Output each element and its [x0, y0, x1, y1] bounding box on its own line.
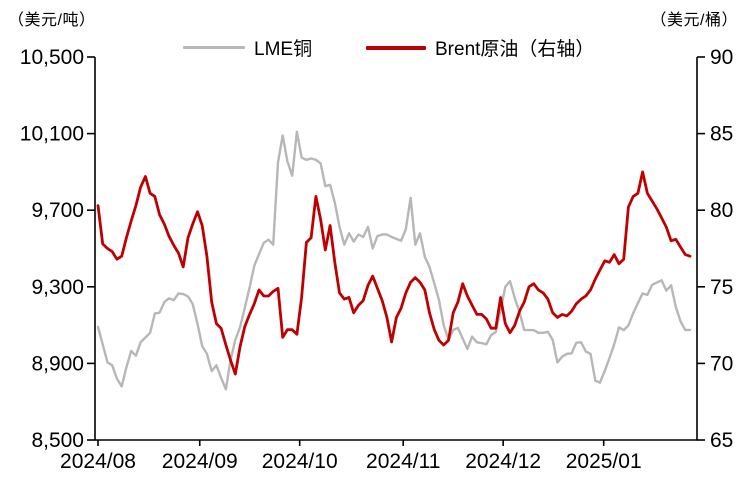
- y-left-tick-label: 8,500: [31, 429, 84, 452]
- x-axis-tick-label: 2024/10: [262, 450, 338, 473]
- x-axis-tick-label: 2024/12: [465, 450, 541, 473]
- x-axis-tick-label: 2024/08: [60, 450, 136, 473]
- x-axis-tick-label: 2024/09: [162, 450, 238, 473]
- x-axis-tick-label: 2025/01: [566, 450, 642, 473]
- lme-copper-line: [96, 130, 692, 391]
- y-right-tick-label: 65: [710, 429, 733, 452]
- brent-legend-label: Brent原油（右轴）: [435, 39, 595, 60]
- brent-crude-line: [96, 170, 692, 376]
- y-right-tick-label: 75: [710, 276, 733, 299]
- x-axis-tick-label: 2024/11: [366, 450, 440, 473]
- legend-item-brent: Brent原油（右轴）: [366, 34, 594, 61]
- legend-item-lme-copper: LME铜: [183, 34, 312, 61]
- y-left-tick-label: 9,300: [31, 276, 84, 299]
- right-axis-unit-label: （美元/桶）: [650, 12, 738, 29]
- y-left-tick-label: 9,700: [31, 199, 84, 222]
- y-left-tick-label: 8,900: [31, 352, 84, 375]
- lme-copper-legend-line: [183, 46, 245, 49]
- lme-copper-legend-label: LME铜: [254, 39, 313, 60]
- legend: LME铜 Brent原油（右轴）: [0, 34, 744, 61]
- y-left-tick-label: 10,100: [20, 123, 84, 146]
- y-right-tick-label: 70: [710, 352, 733, 375]
- y-right-tick-label: 80: [710, 199, 733, 222]
- y-right-tick-label: 90: [710, 46, 733, 69]
- y-left-tick-label: 10,500: [20, 46, 84, 69]
- left-axis-unit-label: （美元/吨）: [8, 12, 96, 29]
- brent-legend-line: [366, 45, 426, 50]
- y-right-tick-label: 85: [710, 123, 733, 146]
